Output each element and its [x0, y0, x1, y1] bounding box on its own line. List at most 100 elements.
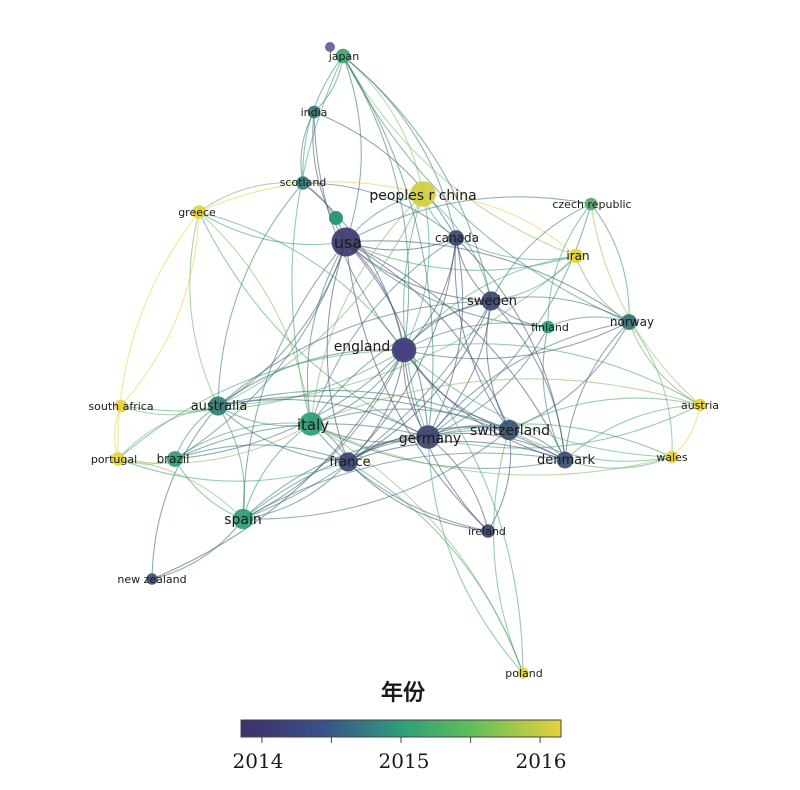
edge-sweden-australia — [217, 300, 492, 407]
edge-canada-switzerland — [454, 237, 510, 431]
edge-india-scotland — [300, 111, 315, 184]
edge-england-france — [347, 349, 405, 463]
edge-switzerland-austria — [508, 397, 701, 431]
node-japan[interactable] — [335, 48, 351, 64]
edge-usa-ireland — [345, 241, 489, 532]
edge-italy-portugal — [117, 423, 312, 464]
node-australia[interactable] — [208, 396, 228, 416]
label-south-africa: south africa — [88, 400, 153, 413]
edge-australia-portugal — [117, 405, 219, 460]
edge-poland-switzerland — [493, 429, 524, 674]
node-switzerland[interactable] — [498, 419, 520, 441]
legend-ticks — [261, 737, 541, 743]
node-austria[interactable] — [693, 398, 707, 412]
edge-usa-norway — [345, 240, 630, 323]
node-wales[interactable] — [665, 450, 679, 464]
edge-spain-new-zealand — [151, 518, 244, 580]
node-canada[interactable] — [448, 230, 464, 246]
label-italy: italy — [297, 416, 329, 434]
edge-england-wales — [403, 349, 673, 458]
label-japan: japan — [328, 50, 360, 63]
node-greece[interactable] — [192, 205, 206, 219]
edge-canada-france — [347, 237, 457, 463]
node-germany[interactable] — [416, 425, 440, 449]
node-spain[interactable] — [232, 508, 254, 530]
node-south-africa[interactable] — [114, 399, 128, 413]
node-usa[interactable] — [331, 227, 361, 257]
label-austria: austria — [681, 399, 719, 412]
label-sweden: sweden — [467, 294, 517, 309]
label-iran: iran — [566, 249, 589, 263]
edge-czech-republic-austria — [590, 203, 701, 406]
label-poland: poland — [505, 667, 542, 680]
edge-australia-new-zealand — [151, 405, 219, 580]
edge-denmark-austria — [564, 404, 701, 461]
edge-finland-denmark — [542, 326, 566, 461]
edge-japan-iran — [342, 55, 577, 257]
node-layer — [111, 42, 707, 679]
edge-spain-portugal — [117, 458, 244, 520]
edge-japan-sweden — [342, 55, 492, 302]
label-india: india — [301, 106, 328, 119]
node-iran[interactable] — [568, 248, 584, 264]
edge-australia-switzerland — [217, 389, 510, 431]
edge-germany-spain — [242, 436, 429, 520]
node-ireland[interactable] — [481, 524, 495, 538]
edge-greece-germany — [198, 211, 429, 438]
label-spain: spain — [224, 512, 262, 528]
edge-czech-republic-finland — [547, 203, 592, 328]
edge-greece-portugal — [117, 211, 200, 460]
node-portugal[interactable] — [111, 452, 125, 466]
edge-usa-greece — [198, 211, 347, 246]
label-england: england — [334, 339, 391, 355]
edge-poland-england — [403, 349, 524, 674]
edge-iran-australia — [217, 255, 577, 407]
node-czech-republic[interactable] — [584, 197, 598, 211]
node-sweden[interactable] — [481, 291, 501, 311]
label-switzerland: switzerland — [470, 423, 550, 439]
edge-japan-england — [342, 55, 410, 351]
edge-usa-spain — [242, 241, 347, 520]
edge-iran-england — [403, 255, 577, 351]
node-poland[interactable] — [517, 667, 529, 679]
node-norway[interactable] — [621, 314, 637, 330]
edge-iran-canada — [455, 237, 577, 261]
node-scotland[interactable] — [296, 176, 310, 190]
node-finland[interactable] — [541, 320, 555, 334]
legend-color-bar — [240, 719, 562, 738]
node-denmark[interactable] — [556, 451, 574, 469]
edge-australia-spain — [217, 405, 246, 520]
label-new-zealand: new zealand — [117, 573, 186, 586]
node-italy[interactable] — [299, 412, 323, 436]
label-greece: greece — [178, 206, 216, 219]
edge-norway-england — [403, 321, 630, 360]
edge-australia-south-africa — [120, 405, 219, 416]
edge-denmark-wales — [564, 456, 673, 469]
node-peoples-r-china[interactable] — [410, 181, 436, 207]
node-unlabeled-1 — [394, 340, 414, 360]
label-germany: germany — [399, 431, 461, 447]
edge-india-canada — [313, 111, 457, 239]
edge-england-south-africa — [120, 349, 405, 412]
label-layer: usa peoples r china japan india scotland gree… — [88, 50, 719, 680]
edge-italy-austria — [310, 378, 701, 425]
node-france[interactable] — [338, 452, 358, 472]
node-new-zealand[interactable] — [146, 573, 158, 585]
node-brazil[interactable] — [167, 451, 183, 467]
label-peoples-r-china: peoples r china — [369, 188, 476, 204]
edge-france-ireland — [347, 461, 489, 532]
edge-peoples-r-china-japan — [342, 55, 424, 195]
edge-norway-germany — [427, 321, 630, 438]
year-legend: 年份 2014 2015 2016 — [233, 680, 567, 773]
edge-england-australia — [217, 349, 405, 407]
edge-sweden-denmark — [490, 300, 566, 461]
edge-layer — [114, 55, 701, 674]
label-portugal: portugal — [91, 453, 137, 466]
node-india[interactable] — [307, 105, 321, 119]
edge-norway-denmark — [564, 321, 630, 461]
legend-tick-2014: 2014 — [233, 749, 284, 773]
edge-france-spain — [242, 461, 349, 520]
edge-italy-spain — [242, 423, 312, 520]
edge-czech-republic-norway — [590, 203, 630, 323]
edge-finland-england — [403, 322, 549, 351]
